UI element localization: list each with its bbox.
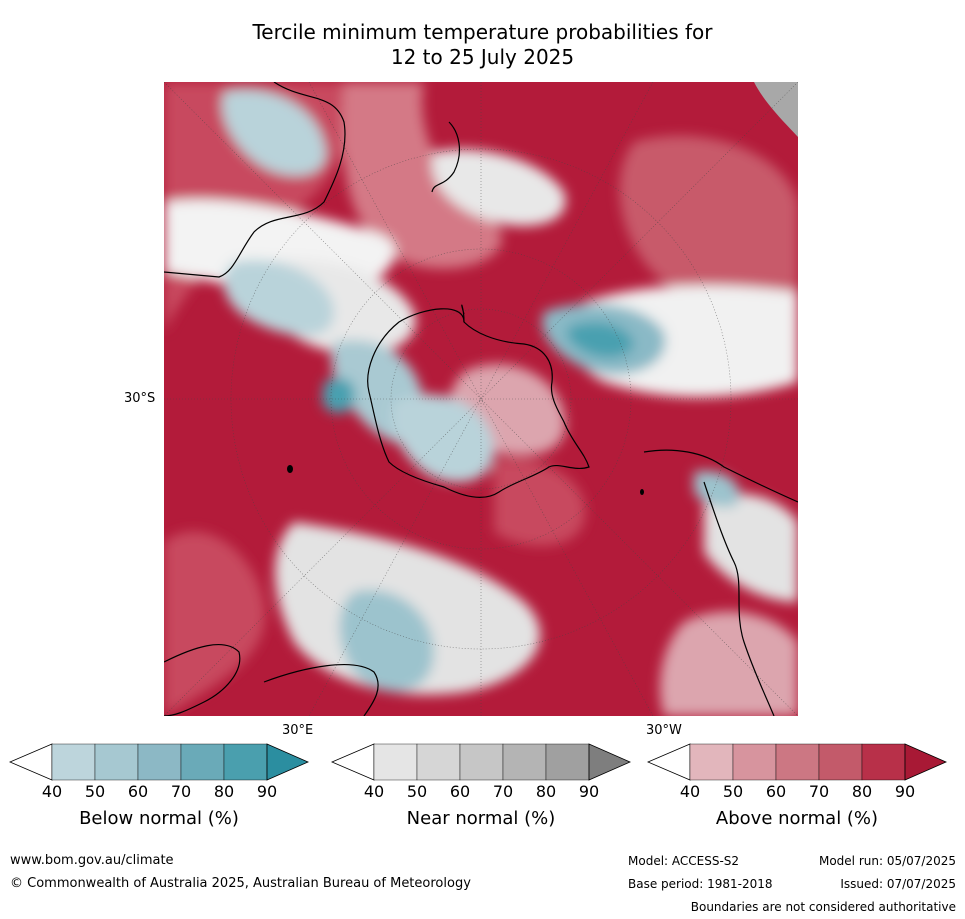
longitude-label-30w: 30°W (646, 723, 682, 738)
colorbar-above-normal-bin-4 (818, 743, 863, 781)
tick-label: 60 (127, 782, 149, 801)
meridian-4 (308, 82, 654, 716)
colorbar-near-normal-bin-5 (545, 743, 590, 781)
map-canvas (164, 82, 798, 716)
tick-label: 70 (170, 782, 192, 801)
above-mid-region-north (342, 82, 502, 269)
below-normal-small-west (322, 378, 355, 414)
base-period: Base period: 1981-2018 (628, 877, 773, 891)
south-georgia-island (640, 489, 644, 495)
tick-label: 40 (41, 782, 63, 801)
colorbar-above-normal-bin-5 (861, 743, 906, 781)
title-line-2: 12 to 25 July 2025 (390, 45, 575, 69)
tick-label: 70 (492, 782, 514, 801)
tick-label: 60 (765, 782, 787, 801)
colorbar-near-normal-bin-2 (416, 743, 461, 781)
issued-date: Issued: 07/07/2025 (840, 877, 956, 891)
tick-label: 40 (679, 782, 701, 801)
tick-label: 80 (535, 782, 557, 801)
tick-label: 50 (84, 782, 106, 801)
below-normal-core-east (566, 322, 634, 358)
colorbar-above-normal (647, 743, 947, 781)
above-mid-region-central-south (494, 460, 586, 546)
colorbar-near-normal-bin-4 (502, 743, 547, 781)
coastlines (164, 82, 798, 716)
boundaries-disclaimer: Boundaries are not considered authoritat… (690, 900, 956, 914)
probability-fields (164, 82, 798, 716)
model-run-date: Model run: 05/07/2025 (818, 854, 956, 868)
tick-label: 40 (363, 782, 385, 801)
above-mid-region-southwest (164, 531, 266, 716)
colorbar-below-normal-high-arrow (266, 743, 309, 781)
model-name: Model: ACCESS-S2 (628, 854, 740, 868)
below-normal-region-west (223, 260, 334, 336)
near-normal-north-east (432, 149, 566, 226)
copyright-text: © Commonwealth of Australia 2025, Austra… (10, 876, 471, 891)
antarctic-peninsula (461, 304, 465, 323)
australia-coastline (164, 82, 346, 278)
colorbar-below-normal (9, 743, 309, 781)
south-america-coastline (643, 449, 798, 716)
colorbar-near-normal (331, 743, 631, 781)
probability-map (164, 82, 798, 716)
colorbar-near-normal-low-arrow (331, 743, 375, 781)
colorbar-below-normal-low-arrow (9, 743, 53, 781)
colorbar-near-normal-label: Near normal (%) (406, 808, 556, 829)
colorbar-near-normal-high-arrow (588, 743, 631, 781)
colorbar-below-normal-label: Below normal (%) (79, 808, 239, 829)
tick-label: 70 (808, 782, 830, 801)
latitude-label-30s: 30°S (124, 391, 156, 406)
latitude-circle-50s (330, 248, 632, 550)
longitude-label-30e: 30°E (282, 723, 314, 738)
antarctica-coastline (367, 308, 590, 499)
map-title: Tercile minimum temperature probabilitie… (0, 20, 965, 70)
colorbar-above-normal-bin-2 (732, 743, 777, 781)
below-normal-region-northwest (222, 89, 326, 176)
latitude-circle-60s (390, 308, 572, 490)
colorbar-above-normal-bin-3 (775, 743, 820, 781)
near-normal-band-southeast (704, 493, 798, 602)
colorbar-near-normal-graphic (331, 743, 631, 781)
meridian-diag-1 (164, 82, 798, 716)
meridian-diag-2 (164, 82, 798, 716)
colorbar-below-normal-bin-2 (94, 743, 139, 781)
tick-label: 80 (851, 782, 873, 801)
tick-label: 80 (213, 782, 235, 801)
colorbar-below-normal-bin-3 (137, 743, 182, 781)
tick-label: 90 (894, 782, 916, 801)
colorbar-above-normal-high-arrow (904, 743, 947, 781)
no-data-corner (754, 82, 798, 137)
tick-label: 60 (449, 782, 471, 801)
kerguelen-island (287, 465, 293, 473)
tick-label: 90 (256, 782, 278, 801)
colorbar-below-normal-graphic (9, 743, 309, 781)
colorbar-below-normal-bin-5 (223, 743, 268, 781)
below-normal-region-antarctic (391, 394, 494, 483)
colorbar-below-normal-bin-1 (51, 743, 96, 781)
new-zealand (431, 121, 461, 193)
graticule (164, 82, 798, 716)
above-light-region-southeast (660, 611, 798, 716)
colorbar-above-normal-low-arrow (647, 743, 691, 781)
below-normal-region-southamerica (694, 471, 740, 508)
colorbar-near-normal-bin-1 (373, 743, 418, 781)
title-line-1: Tercile minimum temperature probabilitie… (252, 20, 713, 44)
tick-label: 50 (406, 782, 428, 801)
colorbar-above-normal-bin-1 (689, 743, 734, 781)
website-link[interactable]: www.bom.gov.au/climate (10, 853, 174, 868)
colorbar-below-normal-bin-4 (180, 743, 225, 781)
colorbar-above-normal-label: Above normal (%) (715, 808, 879, 829)
africa-coastline (164, 644, 379, 716)
tick-label: 50 (722, 782, 744, 801)
colorbar-near-normal-bin-3 (459, 743, 504, 781)
colorbar-above-normal-graphic (647, 743, 947, 781)
tick-label: 90 (578, 782, 600, 801)
